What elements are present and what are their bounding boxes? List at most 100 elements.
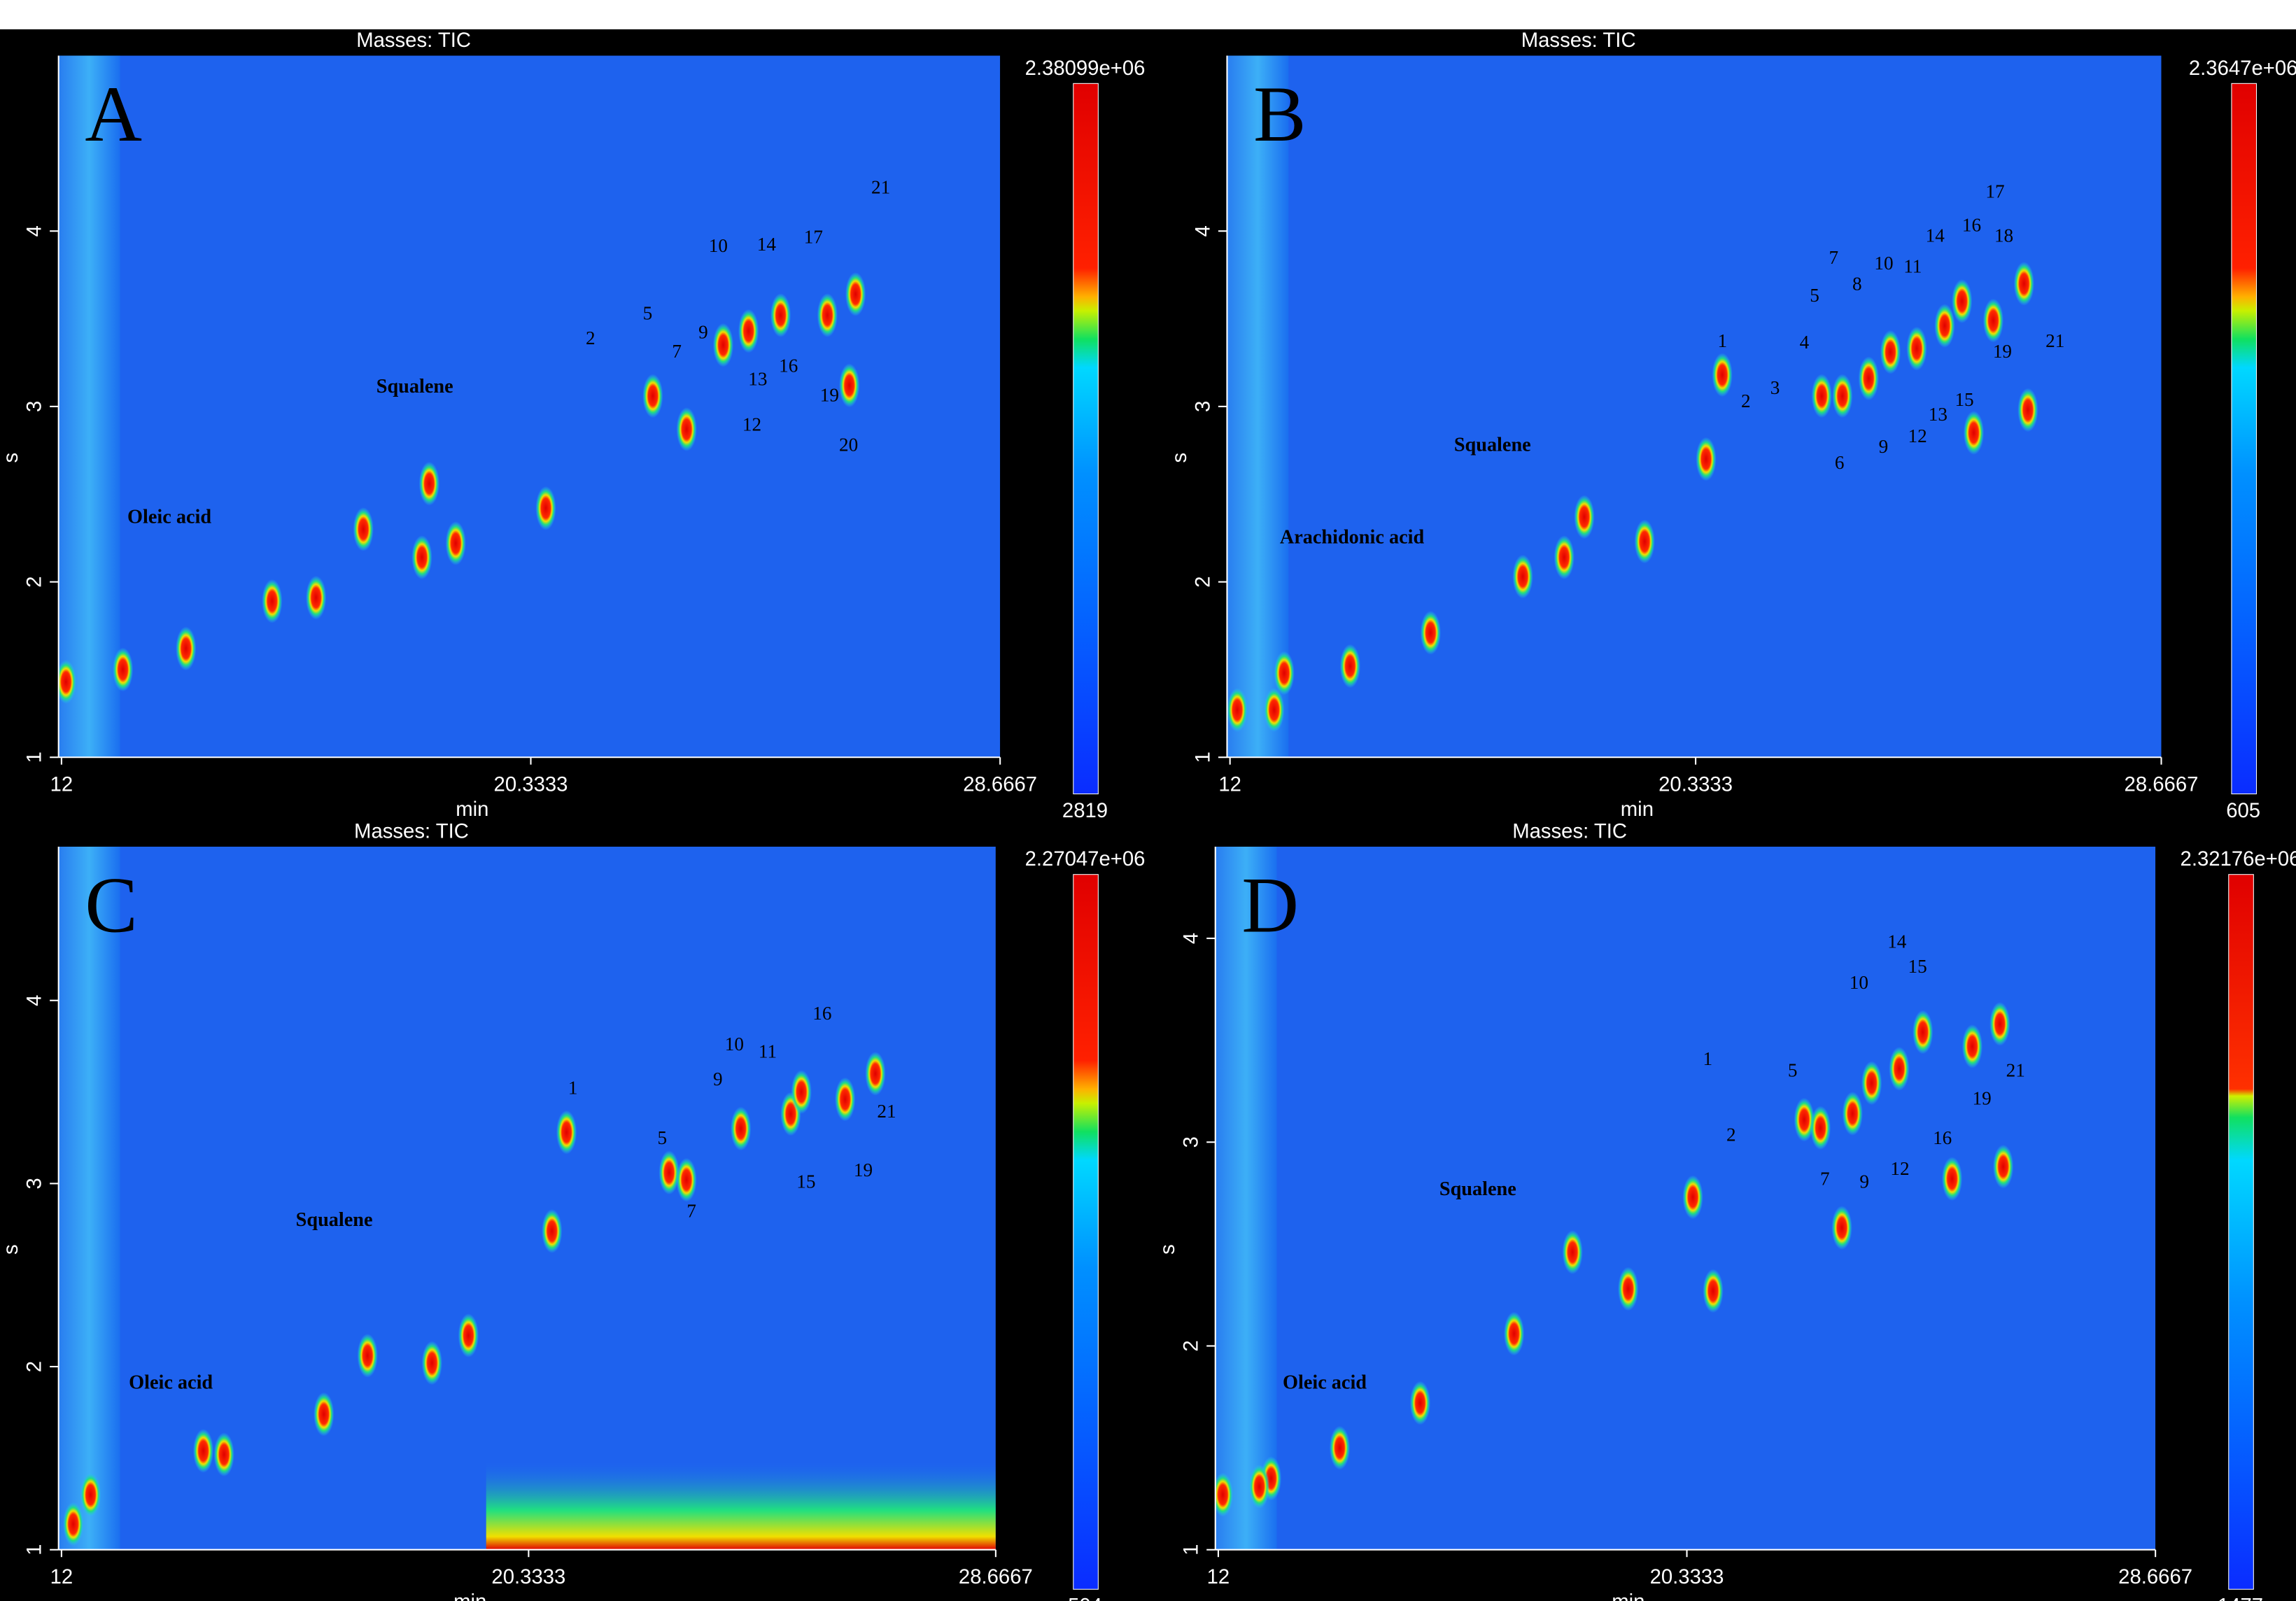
annotation: 10 (709, 235, 728, 256)
annotation: 9 (713, 1068, 723, 1089)
annotation: Squalene (296, 1209, 373, 1231)
annotation: 14 (757, 234, 777, 255)
peak (1964, 411, 1984, 455)
colorbar-min-label: 605 (2226, 799, 2260, 822)
y-tick-label: 2 (23, 576, 46, 587)
peak (1635, 520, 1655, 564)
annotation: 10 (725, 1034, 744, 1055)
y-tick-label: 3 (23, 1178, 46, 1189)
annotation: 4 (1800, 332, 1810, 353)
peak (358, 1334, 378, 1378)
peak (1843, 1092, 1863, 1136)
solvent-stripe (59, 847, 120, 1550)
peak (419, 462, 439, 506)
peak (676, 1158, 696, 1202)
peak (1831, 1206, 1852, 1250)
annotation: 5 (643, 302, 653, 323)
peak (113, 648, 133, 692)
peak (1703, 1269, 1723, 1313)
x-tick-label: 28.6667 (959, 1565, 1033, 1588)
peak (1983, 299, 2003, 343)
annotation: 10 (1850, 972, 1868, 993)
peak (353, 507, 374, 551)
annotation: 10 (1874, 253, 1893, 274)
x-tick-label: 28.6667 (963, 773, 1037, 796)
peak (659, 1150, 679, 1194)
peak (1330, 1426, 1350, 1470)
x-axis-label: min (1621, 798, 1654, 821)
y-tick-label: 1 (1180, 1544, 1203, 1556)
peak (839, 363, 859, 407)
y-tick-label: 2 (1180, 1340, 1203, 1351)
peak (1574, 495, 1594, 539)
annotation: 2 (1726, 1124, 1736, 1145)
y-tick-label: 3 (1180, 1136, 1203, 1148)
annotation: 14 (1887, 931, 1907, 952)
peak (2014, 262, 2034, 306)
annotation: 13 (1929, 404, 1948, 425)
annotation: 16 (812, 1003, 831, 1024)
x-tick-label: 28.6667 (2125, 773, 2199, 796)
annotation: 21 (2006, 1060, 2025, 1081)
y-axis-label: s (0, 453, 22, 463)
colorbar-min-label: 1477 (2218, 1595, 2263, 1601)
annotation: 19 (1993, 341, 2012, 362)
peak (1859, 356, 1879, 400)
annotation: 13 (748, 369, 767, 390)
colorbar (2229, 875, 2254, 1590)
y-tick-label: 1 (23, 1544, 46, 1556)
peak (1812, 374, 1832, 418)
chart-title: Masses: TIC (354, 819, 469, 842)
annotation: 1 (568, 1078, 578, 1099)
y-axis-label: s (1168, 453, 1191, 463)
annotation: 6 (1835, 452, 1845, 473)
x-tick-label: 20.3333 (491, 1565, 565, 1588)
peak (713, 323, 733, 367)
annotation: 21 (2045, 330, 2064, 351)
peak (1512, 555, 1533, 599)
annotation: 20 (839, 435, 858, 456)
x-axis-label: min (453, 1590, 486, 1601)
solvent-stripe (1227, 56, 1288, 758)
annotation: 1 (1703, 1048, 1713, 1069)
peak (1554, 535, 1575, 579)
y-tick-label: 4 (23, 225, 46, 237)
peak (1832, 374, 1852, 418)
x-tick-label: 20.3333 (494, 773, 568, 796)
peak (63, 1502, 83, 1546)
annotation: 2 (1741, 390, 1751, 411)
annotation: 12 (742, 414, 761, 435)
annotation: 15 (796, 1171, 815, 1192)
baseline-band (486, 1462, 996, 1550)
chart-title: Masses: TIC (1512, 819, 1627, 842)
annotation: Oleic acid (1283, 1371, 1367, 1393)
panel-label: C (85, 861, 137, 949)
x-tick-label: 12 (1207, 1565, 1230, 1588)
peak (1340, 644, 1360, 688)
y-axis-label: s (0, 1244, 22, 1255)
x-axis-label: min (1612, 1590, 1644, 1601)
annotation: Oleic acid (129, 1371, 213, 1393)
solvent-stripe (1216, 847, 1277, 1550)
peak (1264, 688, 1284, 732)
figure: 1220.333328.66671234Masses: TICminsAOlei… (0, 0, 2296, 1601)
annotation: 16 (1933, 1127, 1952, 1148)
annotation: 19 (854, 1159, 873, 1180)
y-axis-label: s (1156, 1244, 1179, 1255)
top-margin (0, 0, 2296, 29)
colorbar-max-label: 2.27047e+06 (1025, 847, 1146, 870)
x-tick-label: 12 (50, 773, 73, 796)
peak (411, 535, 432, 579)
annotation: 1 (1717, 330, 1727, 351)
plot-background (59, 56, 1000, 758)
annotation: Oleic acid (127, 506, 211, 528)
colorbar (2232, 83, 2257, 794)
peak (1889, 1047, 1909, 1091)
annotation: 7 (1829, 247, 1839, 268)
x-tick-label: 20.3333 (1658, 773, 1733, 796)
peak (556, 1110, 577, 1155)
peak (1274, 651, 1294, 696)
peak (835, 1078, 855, 1122)
colorbar-min-label: 2819 (1062, 799, 1108, 822)
annotation: 7 (1820, 1168, 1830, 1189)
